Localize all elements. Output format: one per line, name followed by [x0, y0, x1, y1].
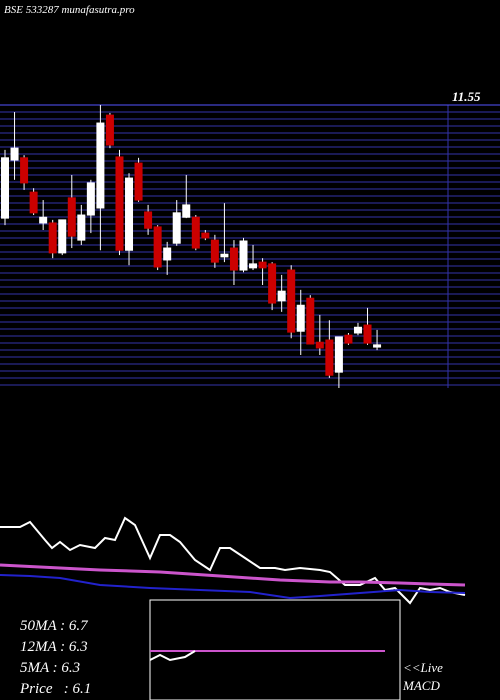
candle-body	[163, 247, 172, 261]
chart-title: BSE 533287 munafasutra.pro	[4, 4, 135, 16]
candle-body	[258, 261, 267, 269]
candle-body	[315, 341, 324, 349]
candle-body	[67, 197, 76, 237]
stat: Price : 6.1	[19, 681, 91, 697]
candle-body	[105, 114, 114, 146]
candle-body	[220, 253, 229, 258]
candle-body	[125, 177, 134, 251]
candle-body	[115, 156, 124, 251]
candle-body	[96, 122, 105, 209]
candle-body	[201, 232, 210, 239]
candle-body	[277, 290, 286, 302]
candle-body	[287, 269, 296, 333]
candle-body	[182, 204, 191, 218]
stat: 5MA : 6.3	[20, 660, 80, 676]
candle-body	[39, 216, 48, 224]
stat: 12MA : 6.3	[20, 639, 88, 655]
candle-body	[191, 216, 200, 249]
candle-body	[48, 222, 57, 254]
price-line	[0, 516, 466, 605]
candle-body	[20, 157, 29, 184]
candle-body	[249, 263, 258, 269]
stat: 50MA : 6.7	[20, 618, 89, 634]
candle-body	[144, 211, 153, 229]
candle-body	[10, 147, 19, 161]
candle-body	[353, 326, 362, 334]
candle-body	[86, 182, 95, 216]
candle-body	[334, 336, 343, 373]
grid	[0, 104, 500, 388]
candle-body	[229, 247, 238, 271]
macd-line	[149, 650, 196, 662]
candle-body	[172, 212, 181, 244]
macd-label: MACD	[402, 678, 440, 693]
live-link[interactable]: <<Live	[403, 660, 443, 675]
candle-body	[268, 263, 277, 304]
candle-body	[296, 304, 305, 332]
candle-body	[210, 239, 219, 263]
candle-body	[134, 162, 143, 201]
candle-body	[77, 214, 86, 241]
candle-body	[153, 226, 162, 268]
candle-body	[344, 334, 353, 344]
candle-body	[239, 240, 248, 271]
candle-body	[1, 157, 9, 219]
candle-body	[29, 191, 38, 214]
y-tick-label: 11.55	[452, 89, 481, 104]
candle-body	[363, 324, 372, 344]
candle-body	[58, 219, 67, 254]
candle-body	[306, 297, 315, 345]
ma-line	[0, 574, 466, 600]
candle-body	[325, 339, 334, 376]
ma-line	[0, 563, 466, 587]
candle-body	[373, 344, 382, 348]
